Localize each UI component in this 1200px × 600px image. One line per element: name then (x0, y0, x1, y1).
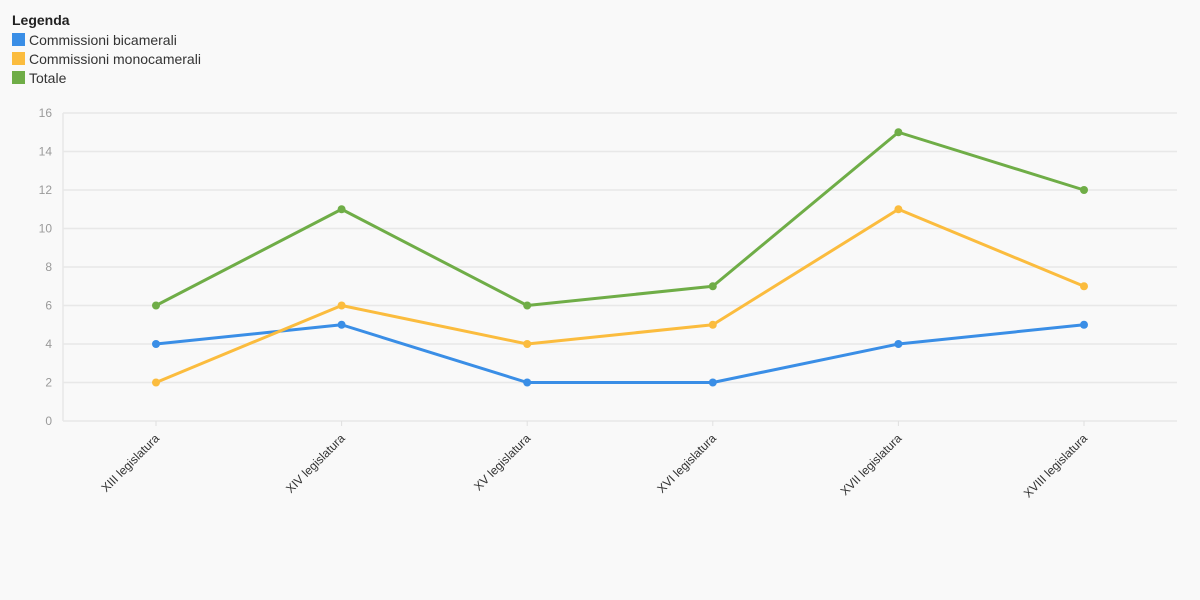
data-point-1-3 (708, 320, 717, 329)
data-point-0-3 (708, 378, 717, 387)
y-tick-label-10: 10 (39, 222, 53, 236)
y-tick-label-12: 12 (39, 183, 53, 197)
data-point-1-1 (337, 301, 346, 310)
data-point-1-0 (152, 378, 160, 387)
y-tick-label-0: 0 (45, 414, 52, 428)
x-tick-label-5: XVIII legislatura (1021, 431, 1091, 501)
legend-swatch-totale (12, 71, 25, 84)
x-tick-label-1: XIV legislatura (283, 431, 348, 496)
data-point-2-2 (523, 301, 532, 310)
legend-label-monocamerali: Commissioni monocamerali (29, 50, 201, 67)
legend-title: Legenda (12, 12, 70, 28)
x-tick-label-3: XVI legislatura (654, 431, 719, 496)
y-tick-label-4: 4 (45, 337, 52, 351)
legend-label-bicamerali: Commissioni bicamerali (29, 31, 177, 48)
data-point-0-2 (523, 378, 532, 387)
series-line-0 (155, 323, 1085, 384)
data-point-2-0 (152, 301, 160, 310)
data-point-0-1 (337, 320, 346, 329)
data-point-2-1 (337, 205, 346, 214)
y-tick-label-6: 6 (45, 299, 52, 313)
data-point-1-2 (523, 340, 532, 348)
y-tick-label-8: 8 (45, 260, 52, 274)
legend-item-totale[interactable]: Totale (12, 68, 201, 87)
y-tick-label-14: 14 (39, 145, 53, 159)
data-point-2-5 (1080, 186, 1088, 194)
y-tick-label-2: 2 (45, 376, 52, 390)
legend-swatch-monocamerali (12, 52, 25, 65)
x-tick-label-2: XV legislatura (471, 431, 533, 493)
series-line-1 (155, 207, 1085, 384)
data-point-2-4 (894, 128, 903, 137)
legend-swatch-bicamerali (12, 33, 25, 46)
legend-item-bicamerali[interactable]: Commissioni bicamerali (12, 30, 201, 49)
data-point-1-5 (1080, 282, 1088, 291)
data-point-0-4 (894, 340, 903, 348)
legend: Legenda Commissioni bicamerali Commissio… (12, 12, 201, 87)
legend-item-monocamerali[interactable]: Commissioni monocamerali (12, 49, 201, 68)
x-tick-label-0: XIII legislatura (98, 431, 162, 495)
data-point-2-3 (708, 282, 717, 291)
data-point-0-5 (1080, 320, 1088, 329)
y-tick-label-16: 16 (39, 106, 53, 120)
series-line-2 (155, 130, 1085, 307)
x-tick-label-4: XVII legislatura (838, 431, 905, 498)
data-point-1-4 (894, 205, 903, 214)
legend-label-totale: Totale (29, 69, 67, 86)
data-point-0-0 (152, 340, 160, 348)
